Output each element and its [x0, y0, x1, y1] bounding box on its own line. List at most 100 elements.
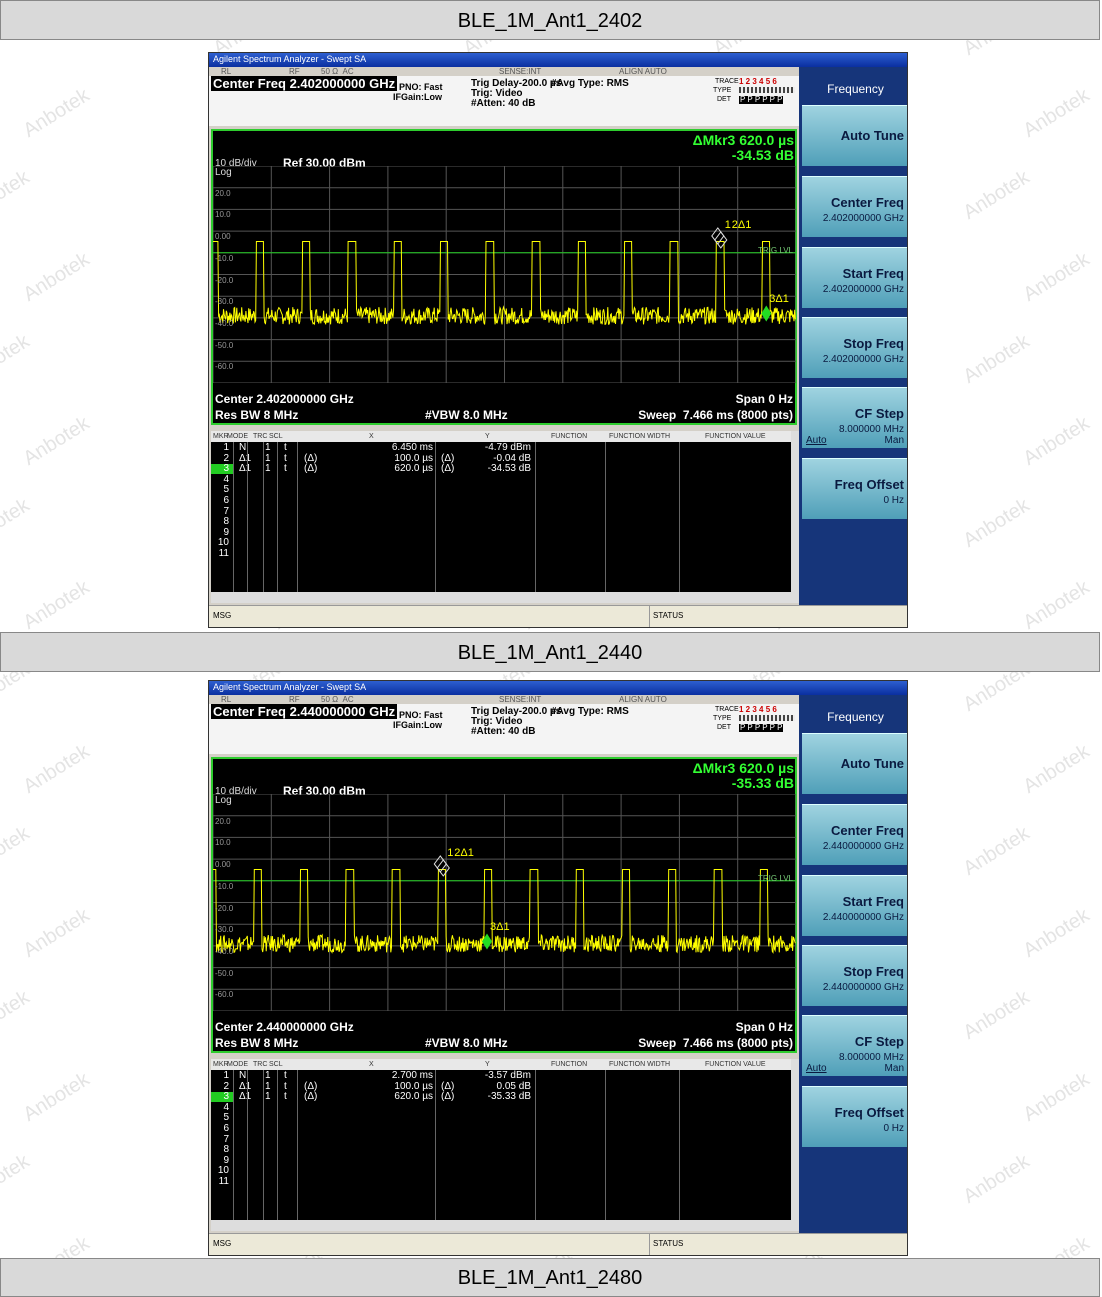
watermark: Anbotek: [19, 248, 94, 306]
softkey-value: 0 Hz: [883, 495, 904, 506]
y-tick-label: -10.0: [215, 253, 234, 263]
table-cell: 0.05 dB: [496, 1080, 531, 1092]
table-cell: 9: [223, 526, 229, 538]
table-cell: (Δ): [441, 1080, 455, 1092]
table-rule: [247, 1070, 248, 1220]
section-title: BLE_1M_Ant1_2480: [0, 1258, 1100, 1297]
table-cell: 5: [223, 1112, 229, 1124]
table-cell: 11: [218, 548, 229, 559]
softkey-option: Auto: [806, 435, 827, 446]
center: Center 2.402000000 GHz: [215, 392, 354, 406]
table-cell: (Δ): [441, 1091, 455, 1103]
trace-label: DET: [717, 96, 731, 103]
marker-readout: ΔMkr3 620.0 µs: [692, 132, 794, 148]
table-header: FUNCTION WIDTH: [609, 433, 671, 440]
center-freq-title: Center Freq 2.402000000 GHz: [211, 76, 397, 91]
msg: MSG: [213, 611, 232, 620]
table-cell: 7: [223, 1133, 229, 1145]
table-rule: [605, 1070, 606, 1220]
watermark: Anbotek: [1019, 740, 1094, 798]
table-rule: [679, 442, 680, 592]
table-cell: 2: [223, 452, 229, 464]
table-cell: -4.79 dBm: [484, 442, 531, 453]
y-tick-label: -20.0: [215, 275, 234, 285]
table-rule: [233, 442, 234, 592]
table-header: SCL: [269, 433, 283, 440]
table-cell: 100.0 µs: [394, 452, 433, 464]
sweep: Sweep 7.466 ms (8000 pts): [638, 1036, 793, 1050]
plot: [213, 166, 796, 383]
marker: [711, 227, 725, 245]
table-cell: 10: [217, 1165, 229, 1177]
atten: #Atten: 40 dB: [471, 726, 536, 737]
softkey-title: Frequency: [827, 82, 884, 96]
status: STATUS: [653, 611, 684, 620]
table-cell: 8: [223, 516, 229, 528]
log: Log: [215, 167, 232, 178]
table-header: SCL: [269, 1061, 283, 1068]
table-rule: [535, 442, 536, 592]
marker-delta: -34.53 dB: [731, 147, 794, 163]
analyzer-screenshot: Agilent Spectrum Analyzer - Swept SA RL RF…: [208, 52, 908, 628]
table-cell: 11: [218, 1176, 229, 1187]
softkey-value: 8.000000 MHz: [838, 424, 904, 435]
table-rule: [605, 442, 606, 592]
table-rule: [263, 1070, 264, 1220]
y-tick-label: 20.0: [215, 816, 231, 826]
table-cell: N: [239, 1070, 247, 1081]
sweep: Sweep 7.466 ms (8000 pts): [638, 408, 793, 422]
table-header-bg: [211, 431, 791, 442]
status-divider: [649, 606, 650, 627]
table-cell: t: [284, 463, 287, 475]
table-cell: 620.0 µs: [394, 1091, 433, 1103]
table-cell: 1: [265, 1080, 271, 1092]
y-tick-label: 0.00: [215, 232, 231, 242]
marker-readout: ΔMkr3 620.0 µs: [692, 760, 794, 776]
table-header: Y: [485, 1061, 490, 1068]
center-freq-title: Center Freq 2.440000000 GHz: [211, 704, 397, 719]
table-header-bg: [211, 1059, 791, 1070]
table-rule: [435, 1070, 436, 1220]
softkey-label: Center Freq: [831, 195, 904, 210]
table-rule: [297, 1070, 298, 1220]
status-item: RF: [289, 67, 300, 76]
trig-level: TRIG LVL: [758, 873, 793, 883]
table-cell: Δ1: [239, 463, 252, 475]
softkey-value: 2.402000000 GHz: [822, 284, 904, 295]
marker-label: 2Δ1: [731, 218, 752, 231]
table-cell: 2.700 ms: [391, 1070, 433, 1081]
table-header: X: [369, 433, 374, 440]
watermark: Anbotek: [0, 330, 34, 388]
table-cell: -35.33 dB: [487, 1091, 531, 1103]
softkey-value: 0 Hz: [883, 1123, 904, 1134]
softkey-label: Center Freq: [831, 823, 904, 838]
softkey-label: Stop Freq: [843, 336, 904, 351]
h-scrollbar: [211, 1220, 804, 1231]
table-rule: [679, 1070, 680, 1220]
table-cell: -34.53 dB: [487, 463, 531, 475]
table-cell: (Δ): [441, 452, 455, 464]
selected-row: [211, 464, 233, 475]
log: Log: [215, 795, 232, 806]
watermark: Anbotek: [0, 822, 34, 880]
res-bw: Res BW 8 MHz: [215, 408, 299, 422]
watermark: Anbotek: [959, 494, 1034, 552]
det: P P P P P P: [739, 95, 784, 104]
softkey-value: 2.440000000 GHz: [822, 912, 904, 923]
y-tick-label: -30.0: [215, 297, 234, 307]
y-tick-label: -10.0: [215, 881, 234, 891]
marker: [433, 855, 447, 873]
table-cell: 3: [223, 1091, 229, 1103]
softkey: [802, 176, 907, 237]
softkey-option: Man: [884, 435, 904, 446]
status-item: 50 Ω AC: [321, 67, 354, 76]
marker-label: 2Δ1: [454, 846, 474, 859]
status-item: 50 Ω AC: [321, 695, 354, 704]
table-cell: 5: [223, 484, 229, 496]
y-tick-label: 0.00: [215, 860, 231, 870]
softkey-title: Frequency: [827, 710, 884, 724]
ifgain: IFGain:Low: [393, 92, 442, 102]
watermark: Anbotek: [19, 1068, 94, 1126]
softkey-option: Auto: [806, 1063, 827, 1074]
